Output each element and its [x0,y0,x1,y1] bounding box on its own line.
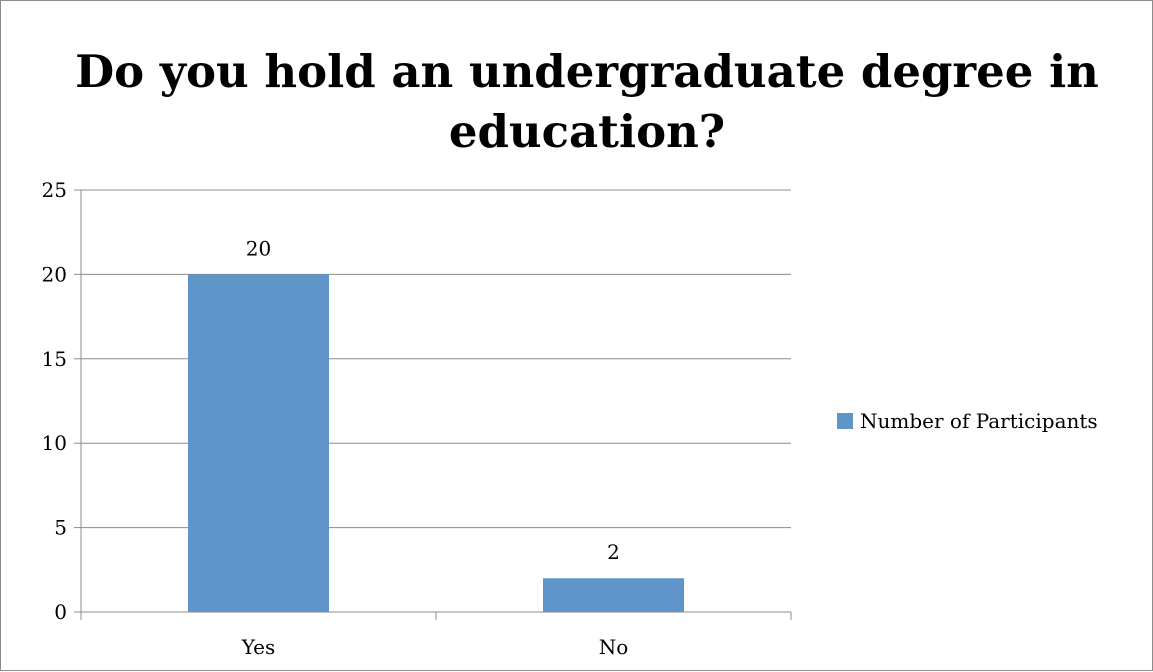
y-tick-label-10: 10 [42,431,67,455]
y-tick-label-20: 20 [42,262,67,286]
data-labels: 20 2 [246,236,620,564]
chart-title: Do you hold an undergraduate degree in ed… [75,45,1099,158]
y-tick-labels: 0 5 10 15 20 25 [42,178,67,624]
bar-no [543,578,684,612]
data-label-yes: 20 [246,236,271,260]
axes [74,189,792,620]
y-tick-label-15: 15 [42,347,67,371]
y-tick-label-25: 25 [42,178,67,202]
bar-yes [188,274,329,612]
chart-title-line-1: Do you hold an undergraduate degree in [75,45,1099,98]
legend-label: Number of Participants [860,409,1098,433]
gridlines [81,189,791,529]
y-tick-label-5: 5 [54,516,67,540]
data-label-no: 2 [607,540,620,564]
x-tick-label-no: No [599,635,629,659]
legend-swatch [837,413,853,429]
bars [188,274,684,612]
legend: Number of Participants [837,409,1098,433]
x-tick-labels: Yes No [241,635,629,659]
y-tick-label-0: 0 [54,600,67,624]
chart-title-line-2: education? [449,105,725,158]
x-tick-label-yes: Yes [241,635,276,659]
